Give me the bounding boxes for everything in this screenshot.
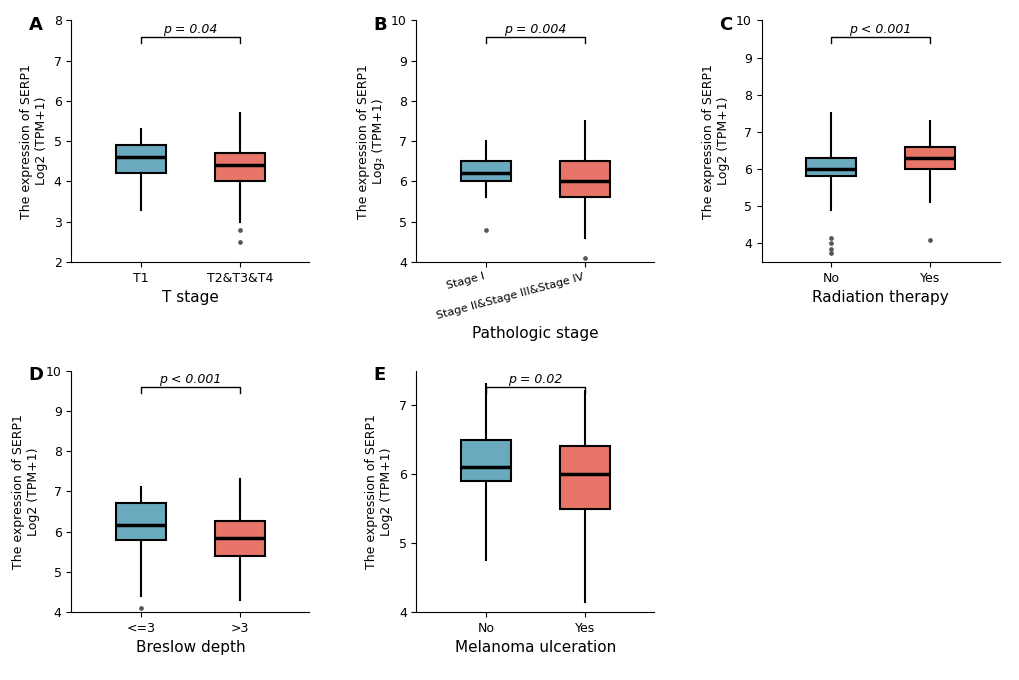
PathPatch shape [805, 158, 855, 176]
PathPatch shape [461, 439, 511, 481]
Text: B: B [373, 16, 387, 33]
PathPatch shape [905, 147, 954, 169]
Y-axis label: The expression of SERP1
Log₂ (TPM+1): The expression of SERP1 Log₂ (TPM+1) [357, 64, 385, 218]
Y-axis label: The expression of SERP1
Log2 (TPM+1): The expression of SERP1 Log2 (TPM+1) [365, 414, 393, 568]
Point [822, 243, 839, 254]
PathPatch shape [559, 447, 609, 509]
Text: p = 0.004: p = 0.004 [503, 23, 567, 36]
Point [822, 233, 839, 243]
PathPatch shape [215, 153, 265, 182]
Text: E: E [373, 366, 385, 384]
Text: D: D [29, 366, 44, 384]
Text: p < 0.001: p < 0.001 [159, 373, 221, 386]
PathPatch shape [215, 522, 265, 556]
X-axis label: Breslow depth: Breslow depth [136, 641, 245, 656]
X-axis label: T stage: T stage [162, 290, 219, 305]
PathPatch shape [116, 503, 165, 539]
Point [577, 252, 593, 263]
Text: C: C [718, 16, 732, 33]
PathPatch shape [461, 161, 511, 182]
Text: A: A [29, 16, 43, 33]
Point [231, 237, 248, 248]
Text: p < 0.001: p < 0.001 [849, 23, 911, 36]
Point [132, 602, 149, 613]
PathPatch shape [116, 145, 165, 173]
Y-axis label: The expression of SERP1
Log2 (TPM+1): The expression of SERP1 Log2 (TPM+1) [20, 64, 48, 218]
X-axis label: Radiation therapy: Radiation therapy [811, 290, 948, 305]
Text: p = 0.02: p = 0.02 [507, 373, 562, 386]
X-axis label: Pathologic stage: Pathologic stage [472, 326, 598, 341]
Point [822, 238, 839, 249]
Point [132, 611, 149, 622]
Text: p = 0.04: p = 0.04 [163, 23, 217, 36]
Point [577, 265, 593, 275]
Y-axis label: The expression of SERP1
Log2 (TPM+1): The expression of SERP1 Log2 (TPM+1) [12, 414, 40, 568]
X-axis label: Melanoma ulceration: Melanoma ulceration [454, 641, 615, 656]
Y-axis label: The expression of SERP1
Log2 (TPM+1): The expression of SERP1 Log2 (TPM+1) [702, 64, 730, 218]
Point [231, 613, 248, 624]
Point [921, 234, 937, 245]
PathPatch shape [559, 161, 609, 197]
Point [477, 224, 493, 235]
Point [231, 224, 248, 235]
Point [822, 247, 839, 258]
